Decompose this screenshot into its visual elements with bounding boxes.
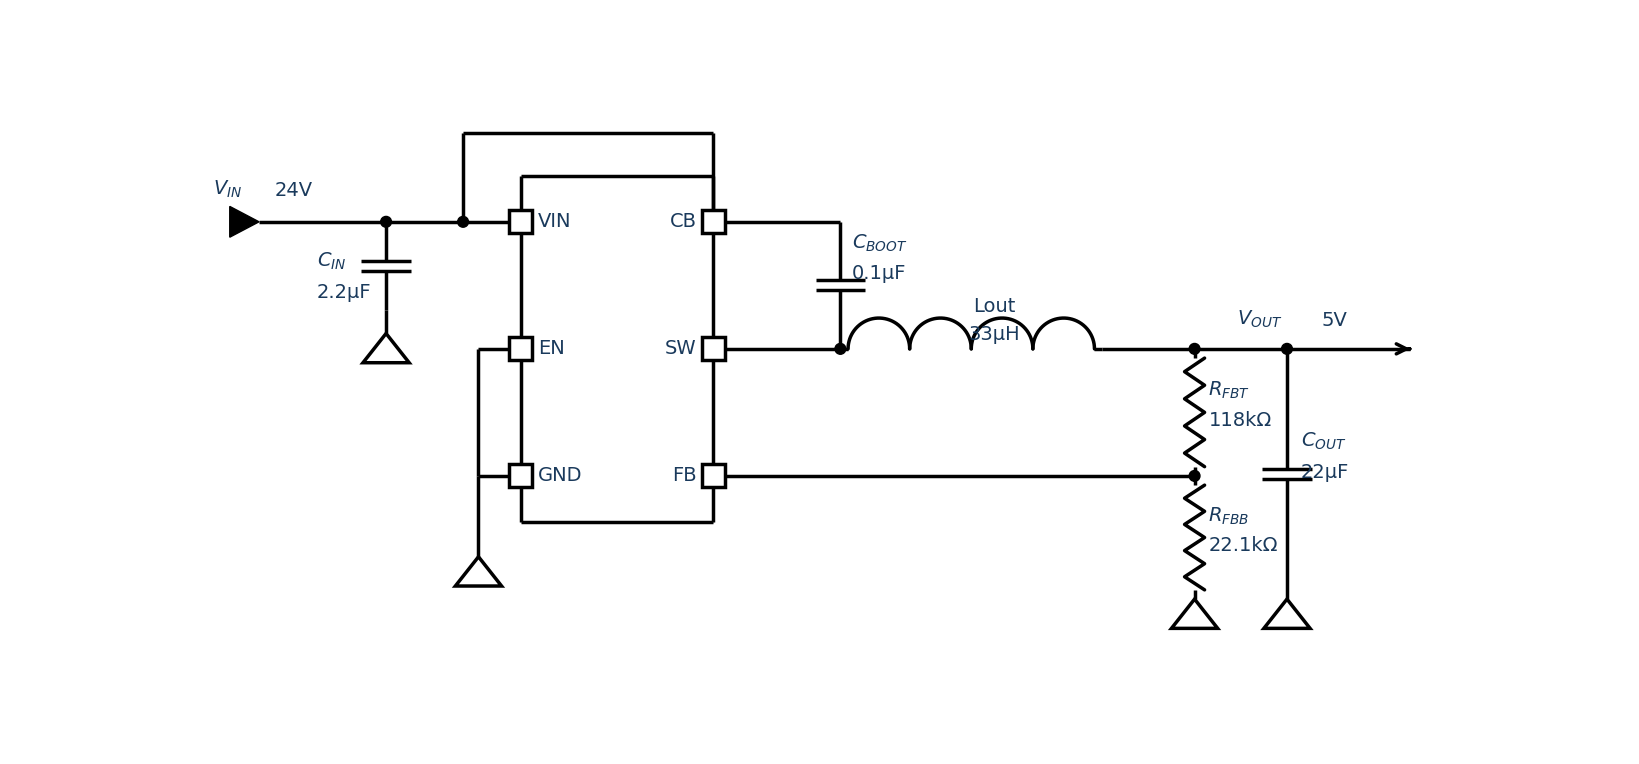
Text: VIN: VIN xyxy=(538,212,572,231)
Text: 118kΩ: 118kΩ xyxy=(1208,410,1272,429)
Circle shape xyxy=(1282,344,1293,354)
Circle shape xyxy=(380,216,392,227)
Text: 2.2μF: 2.2μF xyxy=(316,283,372,302)
Text: 5V: 5V xyxy=(1321,311,1347,329)
Polygon shape xyxy=(229,206,259,237)
Text: 24V: 24V xyxy=(274,181,313,200)
Bar xyxy=(701,210,724,233)
Text: $R_{FBB}$: $R_{FBB}$ xyxy=(1208,505,1249,526)
Text: 0.1μF: 0.1μF xyxy=(852,264,906,283)
Text: $C_{BOOT}$: $C_{BOOT}$ xyxy=(852,232,908,254)
Circle shape xyxy=(834,344,846,354)
Text: FB: FB xyxy=(672,466,697,485)
Text: CB: CB xyxy=(669,212,697,231)
Text: 22μF: 22μF xyxy=(1301,463,1349,482)
Text: $C_{IN}$: $C_{IN}$ xyxy=(316,251,346,273)
Bar xyxy=(510,338,533,361)
Text: Lout: Lout xyxy=(974,297,1016,316)
Text: 22.1kΩ: 22.1kΩ xyxy=(1208,536,1278,555)
Bar xyxy=(701,338,724,361)
Bar xyxy=(510,210,533,233)
Polygon shape xyxy=(456,557,502,586)
Polygon shape xyxy=(1264,599,1310,628)
Text: $R_{FBT}$: $R_{FBT}$ xyxy=(1208,380,1251,401)
Circle shape xyxy=(457,216,469,227)
Text: $C_{OUT}$: $C_{OUT}$ xyxy=(1301,431,1346,452)
Text: $V_{IN}$: $V_{IN}$ xyxy=(213,179,243,200)
Bar xyxy=(510,465,533,487)
Polygon shape xyxy=(1172,599,1218,628)
Circle shape xyxy=(1190,344,1200,354)
Text: GND: GND xyxy=(538,466,582,485)
Bar xyxy=(701,465,724,487)
Text: EN: EN xyxy=(538,339,564,358)
Polygon shape xyxy=(362,333,410,363)
Text: $V_{OUT}$: $V_{OUT}$ xyxy=(1237,309,1282,329)
Text: 33μH: 33μH xyxy=(969,325,1019,345)
Text: SW: SW xyxy=(665,339,697,358)
Circle shape xyxy=(1190,471,1200,481)
